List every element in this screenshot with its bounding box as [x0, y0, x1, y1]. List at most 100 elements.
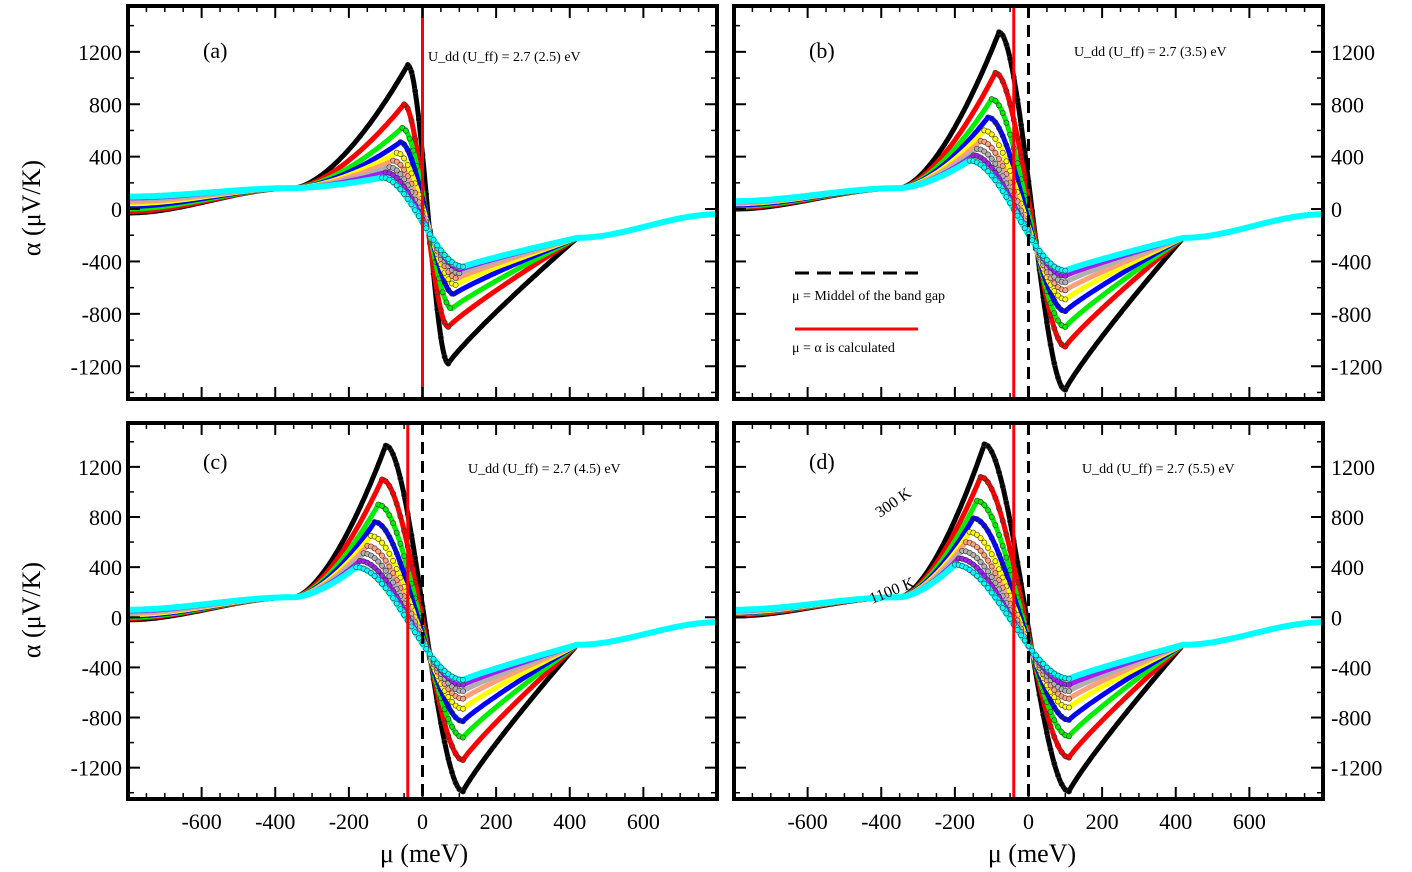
series-marker	[985, 568, 991, 575]
series-marker	[1018, 153, 1024, 160]
series-marker	[988, 551, 995, 558]
series-marker	[449, 290, 455, 297]
x-tick-label: 400	[1159, 809, 1192, 834]
series-marker	[379, 502, 385, 509]
series-marker	[974, 564, 980, 571]
series-marker	[1058, 383, 1065, 390]
panel-label: (d)	[809, 449, 835, 474]
series-marker	[379, 523, 385, 529]
series-marker	[375, 558, 382, 565]
series-marker	[988, 563, 995, 570]
panel-label: (c)	[203, 449, 227, 474]
series-marker	[1051, 717, 1058, 724]
series-marker	[988, 589, 995, 596]
series-marker	[445, 286, 452, 293]
series-marker	[445, 323, 452, 330]
series-marker	[996, 505, 1002, 512]
series-marker	[970, 561, 977, 568]
series-marker	[1055, 374, 1061, 381]
series-marker	[1003, 41, 1010, 48]
series-marker	[1051, 760, 1058, 767]
series-marker	[412, 555, 418, 561]
series-marker	[379, 572, 385, 579]
series-marker	[999, 32, 1006, 39]
series-marker	[981, 552, 988, 559]
series-marker	[977, 498, 984, 505]
series-marker	[996, 156, 1002, 162]
series-marker	[397, 513, 404, 520]
series-marker	[393, 500, 400, 507]
series-marker	[985, 151, 991, 158]
series-marker	[426, 651, 433, 657]
panel-annotation: U_dd (U_ff) = 2.7 (4.5) eV	[468, 462, 621, 477]
series-marker	[985, 160, 991, 167]
x-tick-label: -400	[255, 809, 295, 834]
series-marker	[988, 486, 995, 492]
series-marker	[1029, 647, 1036, 654]
series-marker	[992, 97, 999, 104]
y-tick-label: -1200	[1331, 354, 1382, 379]
series-marker	[443, 299, 450, 306]
series-marker	[1003, 88, 1010, 94]
series-marker	[1051, 694, 1058, 700]
series-marker	[977, 518, 984, 525]
series-marker	[371, 545, 378, 552]
series-marker	[445, 716, 452, 722]
series-marker	[974, 531, 980, 538]
series-marker	[1040, 661, 1047, 667]
series-marker	[981, 580, 988, 587]
y-tick-label: -800	[82, 302, 122, 327]
series-marker	[1007, 131, 1013, 138]
series-marker	[460, 695, 466, 702]
series-marker	[437, 307, 444, 314]
series-marker	[434, 289, 441, 296]
series-marker	[1062, 343, 1069, 350]
y-tick-label: 0	[111, 197, 122, 222]
series-marker	[985, 168, 991, 175]
series-marker	[992, 457, 999, 464]
series-marker	[449, 769, 455, 776]
series-marker	[1058, 749, 1065, 755]
series-marker	[437, 247, 444, 254]
series-marker	[988, 164, 995, 171]
series-marker	[452, 282, 459, 288]
series-marker	[460, 718, 466, 725]
series-marker	[386, 550, 393, 557]
y-tick-label: -800	[82, 706, 122, 731]
y-tick-label: -400	[1331, 655, 1371, 680]
panel-label: (b)	[809, 38, 835, 63]
series-marker	[974, 572, 980, 579]
series-marker	[449, 743, 455, 749]
series-marker	[397, 186, 404, 193]
series-marker	[445, 755, 452, 762]
series-marker	[408, 623, 415, 630]
y-tick-label: 800	[1331, 92, 1364, 117]
series-marker	[988, 448, 995, 455]
y-tick-label: 0	[1331, 197, 1342, 222]
series-marker	[382, 527, 389, 534]
series-marker	[393, 167, 400, 174]
series-marker	[408, 532, 415, 539]
series-marker	[375, 568, 382, 575]
series-marker	[992, 160, 999, 167]
series-marker	[992, 522, 999, 529]
series-marker	[996, 125, 1002, 132]
series-marker	[445, 360, 452, 367]
panel-c: -1200 -800 -400 0 400 800 1200 -600 -400 -200 0 200…	[71, 421, 719, 834]
series-marker	[1055, 742, 1061, 749]
series-marker	[1044, 664, 1050, 671]
legend-solid-label: μ = α is calculated	[792, 341, 895, 356]
y-tick-label: 1200	[78, 455, 122, 480]
series-marker	[449, 690, 455, 696]
series-marker	[977, 161, 984, 168]
y-tick-label: 800	[89, 92, 122, 117]
series-marker	[996, 142, 1002, 149]
series-marker	[1007, 55, 1013, 62]
series-marker	[988, 155, 995, 162]
y-tick-label: -400	[1331, 249, 1371, 274]
series-marker	[437, 334, 444, 341]
series-marker	[430, 236, 437, 243]
series-marker	[402, 127, 409, 134]
series-marker	[1007, 101, 1013, 107]
x-tick-label: 400	[553, 809, 586, 834]
